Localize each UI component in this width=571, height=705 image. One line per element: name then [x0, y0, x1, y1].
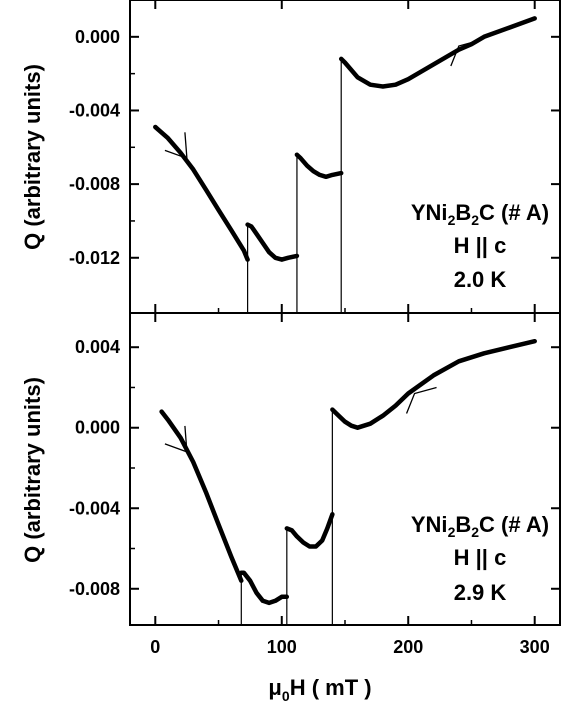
bottom-direction-arrow — [405, 386, 437, 414]
bottom-xtick-label: 200 — [393, 637, 423, 657]
bottom-y-axis-label: Q (arbitrary units) — [20, 377, 45, 563]
bottom-annotation-temperature: 2.9 K — [454, 580, 507, 605]
top-ytick-label: 0.000 — [75, 27, 120, 47]
top-annotation-field: H || c — [454, 233, 507, 258]
bottom-annotation-field: H || c — [454, 545, 507, 570]
bottom-xtick-label: 300 — [520, 637, 550, 657]
top-annotation-temperature: 2.0 K — [454, 267, 507, 292]
top-series-line-2 — [245, 222, 300, 262]
bottom-series-line-1 — [159, 409, 244, 583]
top-panel: 0.000 -0.004 -0.008 -0.012 Q (arbitrary uni… — [20, 0, 561, 314]
x-axis-label: μ0H ( mT ) — [268, 675, 371, 704]
bottom-ytick-label: -0.004 — [69, 498, 120, 518]
top-series-line-4 — [338, 16, 537, 89]
bottom-panel: 0.004 0.000 -0.004 -0.008 0 100 200 300 Q (arb… — [20, 312, 561, 657]
bottom-ytick-label: 0.000 — [75, 418, 120, 438]
bottom-ytick-label: -0.008 — [69, 579, 120, 599]
top-ytick-label: -0.012 — [69, 248, 120, 268]
top-series-group — [153, 16, 537, 313]
bottom-ytick-label: 0.004 — [75, 337, 120, 357]
top-series-line-3 — [294, 152, 344, 180]
bottom-series-line-2 — [239, 570, 290, 606]
bottom-arrows — [164, 386, 437, 453]
top-annotation: YNi2B2C (# A) H || c 2.0 K — [411, 200, 549, 292]
bottom-annotation-compound: YNi2B2C (# A) — [411, 512, 549, 540]
bottom-xtick-label: 0 — [150, 637, 160, 657]
bottom-direction-arrow — [164, 425, 188, 453]
top-series-line-1 — [153, 124, 250, 262]
top-yaxis-ticks: 0.000 -0.004 -0.008 -0.012 — [69, 27, 560, 268]
bottom-yaxis-ticks: 0.004 0.000 -0.004 -0.008 — [69, 337, 560, 599]
top-xaxis-ticks — [154, 0, 536, 313]
top-direction-arrow — [164, 132, 188, 160]
bottom-xtick-label: 100 — [267, 637, 297, 657]
top-y-axis-label: Q (arbitrary units) — [20, 64, 45, 250]
bottom-annotation: YNi2B2C (# A) H || c 2.9 K — [411, 512, 549, 605]
top-direction-arrow — [450, 39, 481, 67]
top-ytick-label: -0.008 — [69, 174, 120, 194]
bottom-series-line-4 — [330, 338, 537, 430]
bottom-series-line-3 — [284, 512, 335, 549]
top-ytick-label: -0.004 — [69, 100, 120, 120]
top-arrows — [164, 39, 481, 160]
bottom-xaxis-ticks: 0 100 200 300 — [150, 313, 550, 657]
bottom-series-group — [159, 338, 537, 625]
top-annotation-compound: YNi2B2C (# A) — [411, 200, 549, 228]
